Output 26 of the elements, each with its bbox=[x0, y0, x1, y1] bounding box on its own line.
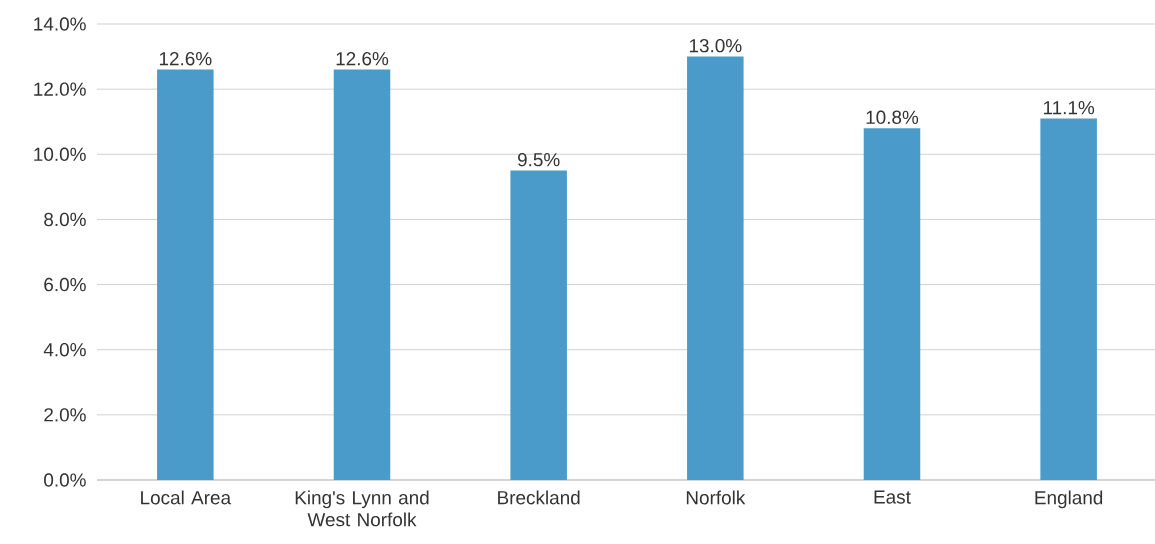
x-tick-label: Breckland bbox=[498, 490, 580, 505]
y-tick-label: 12.0% bbox=[34, 82, 86, 96]
bar bbox=[1040, 118, 1097, 480]
x-tick-label: Local Area bbox=[141, 490, 232, 505]
bar bbox=[510, 170, 567, 480]
y-tick-label: 8.0% bbox=[44, 212, 86, 227]
bar bbox=[333, 69, 391, 480]
bar bbox=[157, 69, 214, 480]
bar bbox=[687, 56, 744, 480]
x-tick-label: King's Lynn and West Norfolk bbox=[295, 490, 429, 527]
y-tick-label: 2.0% bbox=[44, 408, 86, 422]
y-tick-label: 0.0% bbox=[44, 473, 86, 487]
y-tick-label: 10.0% bbox=[34, 147, 86, 161]
bar bbox=[863, 128, 921, 480]
data-label: 11.1% bbox=[1043, 101, 1095, 115]
y-tick-label: 14.0% bbox=[34, 17, 86, 31]
data-label: 9.5% bbox=[517, 152, 560, 167]
data-label: 12.6% bbox=[336, 51, 389, 66]
data-label: 13.0% bbox=[689, 38, 742, 53]
y-tick-label: 6.0% bbox=[44, 277, 86, 292]
y-tick-label: 4.0% bbox=[43, 343, 86, 357]
x-tick-label: Norfolk bbox=[686, 490, 746, 505]
data-label: 10.8% bbox=[866, 110, 919, 125]
x-tick-label: East bbox=[874, 490, 911, 504]
data-label: 12.6% bbox=[159, 51, 212, 66]
x-tick-label: England bbox=[1035, 490, 1103, 509]
